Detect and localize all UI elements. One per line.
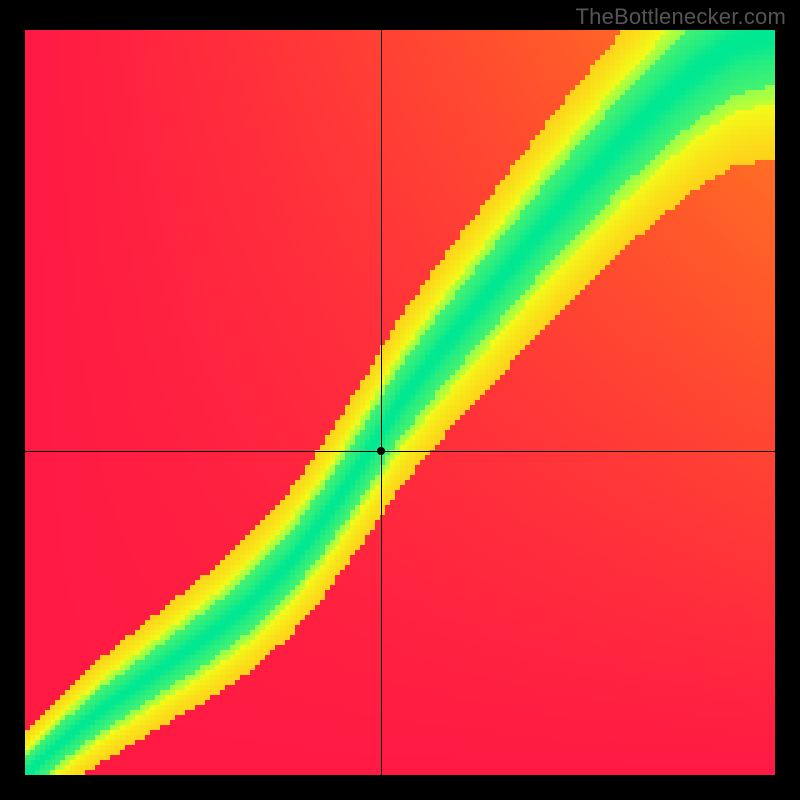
crosshair-horizontal (25, 451, 775, 452)
crosshair-marker (377, 447, 385, 455)
plot-area (25, 30, 775, 775)
chart-frame: TheBottlenecker.com (0, 0, 800, 800)
watermark-text: TheBottlenecker.com (576, 4, 786, 30)
heatmap-canvas (25, 30, 775, 775)
crosshair-vertical (381, 30, 382, 775)
